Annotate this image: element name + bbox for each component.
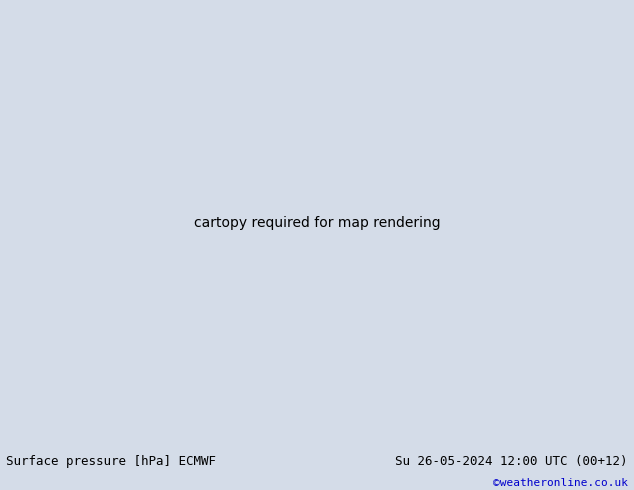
Text: ©weatheronline.co.uk: ©weatheronline.co.uk	[493, 478, 628, 489]
Text: cartopy required for map rendering: cartopy required for map rendering	[194, 216, 440, 230]
Text: Su 26-05-2024 12:00 UTC (00+12): Su 26-05-2024 12:00 UTC (00+12)	[395, 455, 628, 468]
Text: Surface pressure [hPa] ECMWF: Surface pressure [hPa] ECMWF	[6, 455, 216, 468]
